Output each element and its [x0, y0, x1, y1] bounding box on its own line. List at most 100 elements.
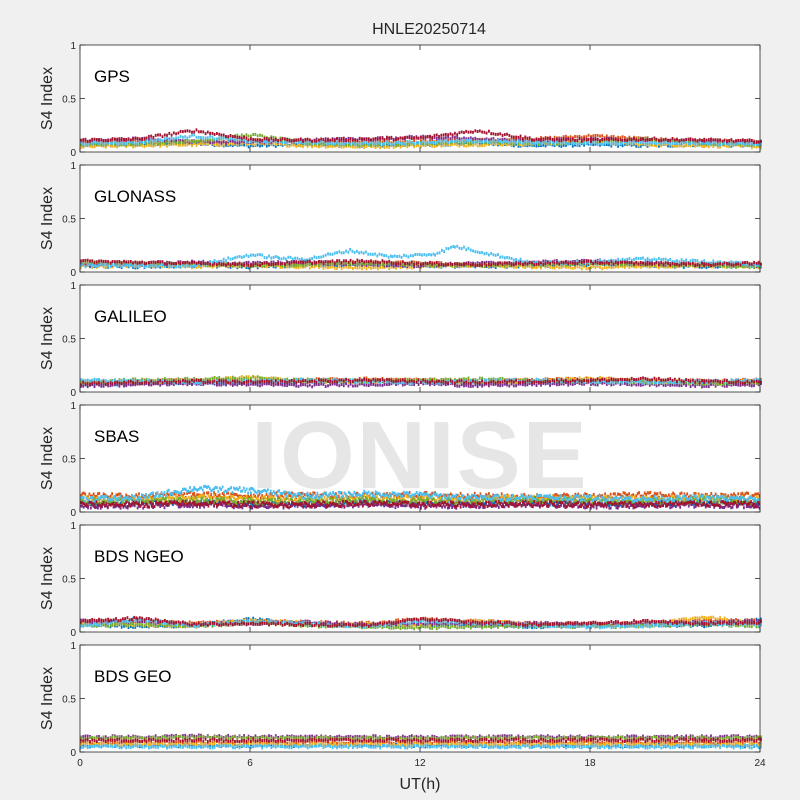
data-point [599, 142, 601, 146]
data-point [712, 141, 715, 144]
data-point [556, 140, 558, 144]
data-point [125, 138, 128, 141]
data-point [290, 263, 293, 267]
data-point [170, 136, 173, 140]
data-point [265, 136, 268, 140]
data-point [358, 137, 361, 141]
data-point [678, 263, 681, 267]
data-point [250, 264, 252, 268]
data-point [524, 261, 527, 265]
data-point [635, 141, 638, 145]
data-point [755, 261, 758, 265]
data-point [256, 140, 259, 144]
data-point [274, 262, 277, 266]
data-point [184, 143, 187, 147]
data-point [315, 144, 318, 148]
data-point [197, 135, 200, 139]
data-point [685, 143, 687, 147]
data-point [376, 137, 379, 141]
data-point [340, 251, 343, 255]
data-point [485, 137, 488, 141]
data-point [107, 143, 109, 147]
data-point [315, 377, 318, 381]
data-point [222, 136, 225, 140]
data-point [197, 141, 200, 145]
data-point [313, 255, 316, 259]
data-point [143, 138, 146, 142]
data-point [284, 137, 286, 141]
data-point [508, 133, 511, 137]
data-point [150, 140, 153, 144]
data-point [376, 143, 379, 147]
data-point [184, 139, 187, 142]
data-point [98, 259, 100, 263]
data-point [528, 140, 531, 144]
data-point [132, 141, 134, 145]
data-point [231, 135, 234, 138]
data-point [127, 140, 130, 144]
data-point [209, 131, 211, 135]
data-point [229, 265, 232, 269]
data-point [744, 263, 746, 267]
data-point [313, 144, 316, 148]
data-point [739, 261, 742, 265]
data-point [259, 138, 261, 142]
data-point [585, 141, 588, 145]
data-point [635, 138, 638, 142]
data-point [648, 143, 651, 147]
data-point [134, 263, 137, 267]
data-point [454, 142, 456, 146]
data-point [571, 266, 574, 270]
data-point [243, 263, 245, 267]
data-point [333, 251, 336, 255]
data-point [587, 259, 590, 263]
data-point [347, 260, 350, 264]
data-point [134, 142, 137, 146]
data-point [272, 138, 275, 142]
data-point [245, 262, 248, 266]
data-point [599, 139, 601, 143]
data-point [617, 135, 619, 139]
data-point [628, 261, 631, 264]
data-point [179, 141, 182, 145]
data-point [286, 141, 289, 145]
data-point [374, 141, 377, 145]
data-point [138, 263, 141, 267]
data-point [440, 137, 443, 140]
data-point [195, 266, 198, 270]
data-point [82, 140, 85, 144]
data-point [583, 141, 585, 145]
data-point [735, 265, 737, 269]
data-point [456, 244, 459, 248]
data-point [546, 262, 549, 266]
data-point [132, 137, 134, 141]
data-point [716, 138, 719, 142]
data-point [472, 141, 474, 144]
data-point [667, 259, 669, 263]
data-point [639, 265, 642, 269]
data-point [293, 381, 295, 385]
data-point [184, 135, 187, 139]
data-point [331, 145, 334, 149]
data-point [522, 139, 524, 143]
data-point [571, 137, 574, 141]
data-point [524, 140, 527, 144]
data-point [578, 261, 581, 265]
data-point [454, 264, 456, 268]
data-point [336, 264, 338, 268]
data-point [297, 143, 300, 147]
data-point [374, 137, 377, 140]
data-point [429, 264, 431, 268]
data-point [372, 137, 375, 141]
data-point [188, 129, 191, 133]
data-point [465, 144, 468, 148]
data-point [526, 262, 529, 266]
data-point [682, 138, 685, 142]
data-point [213, 137, 216, 141]
data-point [282, 256, 285, 260]
data-point [297, 141, 300, 145]
data-point [621, 260, 624, 264]
data-point [703, 259, 706, 263]
data-point [186, 129, 189, 133]
data-point [227, 142, 230, 146]
